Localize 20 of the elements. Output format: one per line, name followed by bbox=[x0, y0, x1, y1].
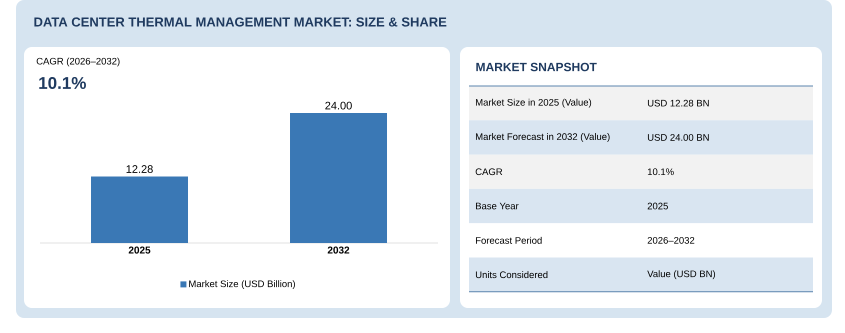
text: 10.1% bbox=[648, 168, 674, 176]
chart-title: DATA CENTER THERMAL MANAGEMENT MARKET: SIZE & SHARE bbox=[34, 17, 446, 27]
text: 2025 bbox=[648, 202, 668, 210]
text: Forecast Period bbox=[476, 236, 542, 244]
text: CAGR bbox=[476, 168, 502, 176]
text: USD 12.28 BN bbox=[648, 100, 709, 107]
text: Market Size in 2025 (Value) bbox=[476, 98, 592, 108]
legend-label: Market Size (USD Billion) bbox=[189, 280, 295, 290]
text: 10.1% bbox=[39, 76, 86, 90]
text: CAGR (2026–2032) bbox=[36, 58, 120, 66]
text: USD 24.00 BN bbox=[648, 134, 709, 141]
text: Market Forecast in 2032 (Value) bbox=[476, 133, 610, 142]
text: MARKET SNAPSHOT bbox=[476, 62, 597, 72]
x-tick-label: 2032 bbox=[328, 246, 350, 254]
text: Base Year bbox=[476, 202, 519, 210]
text: Value (USD BN) bbox=[647, 270, 716, 280]
text: Units Considered bbox=[476, 271, 548, 278]
text: 2026–2032 bbox=[648, 236, 694, 244]
data-label: 12.28 bbox=[126, 165, 153, 173]
data-label: 24.00 bbox=[325, 102, 352, 110]
